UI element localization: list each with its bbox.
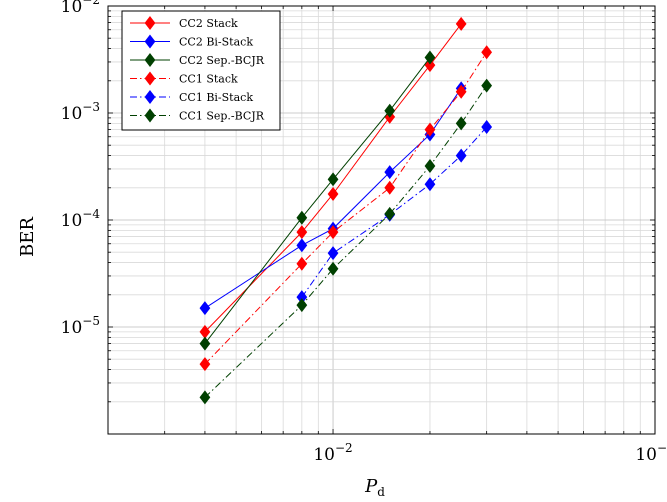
series-4 xyxy=(199,45,493,372)
data-point xyxy=(296,238,308,253)
legend-marker xyxy=(144,53,156,67)
legend-label: CC1 Bi-Stack xyxy=(179,91,253,104)
legend-marker xyxy=(144,34,156,49)
data-point xyxy=(199,301,211,316)
series-layer xyxy=(199,16,493,405)
series-line xyxy=(204,23,462,333)
series-line xyxy=(204,88,462,309)
legend-label: CC2 Sep.-BCJR xyxy=(179,54,265,67)
y-tick-label: 10−4 xyxy=(61,207,101,231)
data-point xyxy=(455,84,467,99)
data-point xyxy=(296,256,308,271)
axis-ticks: 10−2 10−1 10−5 10−4 10−3 10−2 xyxy=(61,0,667,465)
data-point xyxy=(424,177,436,192)
data-point xyxy=(296,210,308,225)
data-point xyxy=(199,390,211,405)
data-point xyxy=(455,148,467,163)
legend-label: CC1 Sep.-BCJR xyxy=(179,110,265,123)
y-axis-label: BER xyxy=(17,217,38,257)
data-point xyxy=(455,16,467,31)
x-tick-label: 10−2 xyxy=(313,441,352,465)
data-point xyxy=(327,225,339,240)
grid xyxy=(107,6,655,435)
data-point xyxy=(384,206,396,221)
data-point xyxy=(384,165,396,180)
data-point xyxy=(424,50,436,65)
data-point xyxy=(384,180,396,195)
series-line xyxy=(301,126,488,298)
y-tick-label: 10−2 xyxy=(61,0,100,17)
data-point xyxy=(424,122,436,137)
y-tick-label: 10−3 xyxy=(61,100,100,124)
legend: CC2 Stack CC2 Bi-Stack CC2 Sep.-BCJR CC1 St… xyxy=(121,10,281,131)
series-2 xyxy=(199,81,467,316)
legend-label: CC2 Stack xyxy=(179,17,238,30)
y-tick-label: 10−5 xyxy=(61,314,100,338)
legend-label: CC1 Stack xyxy=(179,73,238,86)
legend-label: CC2 Bi-Stack xyxy=(179,36,253,49)
legend-marker xyxy=(144,71,156,86)
legend-marker xyxy=(144,16,156,30)
data-point xyxy=(327,246,339,261)
data-point xyxy=(327,187,339,201)
data-point xyxy=(327,261,339,276)
x-tick-label: 10−1 xyxy=(635,441,667,465)
data-point xyxy=(327,172,339,187)
data-point xyxy=(296,298,308,313)
series-6 xyxy=(199,78,493,405)
data-point xyxy=(199,336,211,351)
data-point xyxy=(199,357,211,372)
data-point xyxy=(481,78,493,93)
data-point xyxy=(481,120,493,134)
data-point xyxy=(481,45,493,60)
series-3 xyxy=(199,50,436,351)
x-axis-label: Pd xyxy=(364,476,385,499)
legend-marker xyxy=(144,90,156,104)
data-point xyxy=(384,103,396,118)
legend-box xyxy=(121,10,281,131)
legend-marker xyxy=(144,108,156,123)
data-point xyxy=(455,116,467,131)
data-point xyxy=(424,158,436,173)
data-point xyxy=(424,58,436,73)
